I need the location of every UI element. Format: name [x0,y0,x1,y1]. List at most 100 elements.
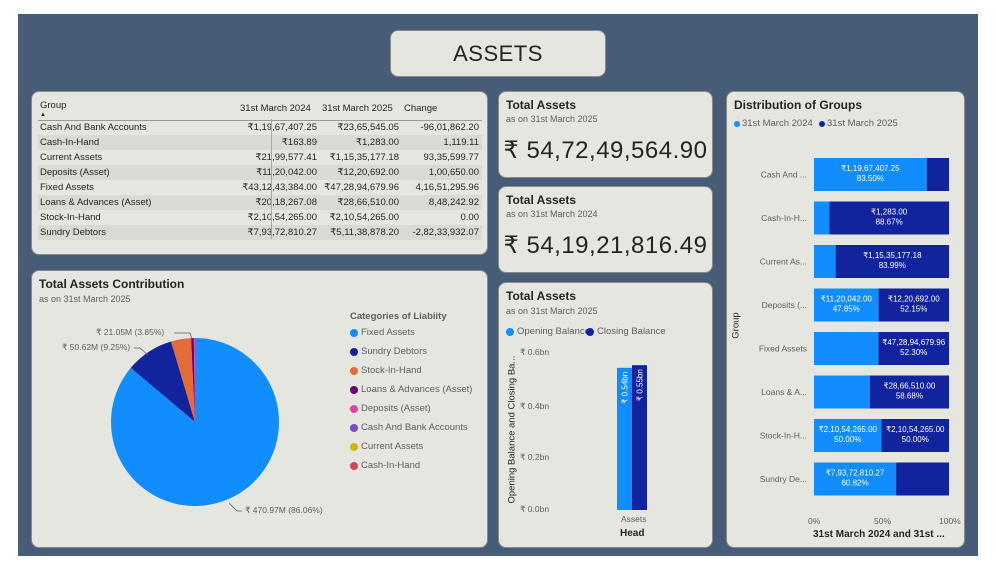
table-row[interactable]: Current Assets ₹21,99,577.41 ₹1,15,35,177.… [38,150,482,165]
table-cell: 1,119.11 [402,135,482,150]
page-title: ASSETS [390,30,606,77]
kpi-card-2025[interactable]: Total Assets as on 31st March 2025 ₹ 54,… [498,91,713,178]
groups-table-card[interactable]: Group ▲ 31st March 2024 31st March 2025 C… [31,91,488,255]
distribution-chart-card[interactable]: Distribution of Groups 31st March 2024 3… [726,91,965,548]
leader-line [134,347,149,356]
legend-label: Fixed Assets [361,327,415,338]
bar-segment[interactable] [814,332,879,365]
legend-item[interactable]: Loans & Advances (Asset) [350,384,472,395]
legend-dot-icon [734,120,740,127]
x-tick-label: Assets [621,514,647,524]
sort-ascending-icon[interactable]: ▲ [40,111,46,118]
table-cell: 0.00 [460,212,480,223]
bar-segment[interactable] [814,462,897,496]
table-row[interactable]: Stock-In-Hand ₹2,10,54,265.00 ₹2,10,54,265… [38,210,482,225]
legend-item[interactable]: Sundry Debtors [350,346,427,357]
legend-dot-icon [350,404,358,413]
bar-segment[interactable] [814,419,882,452]
bar-data-label: 47.85% [833,305,860,314]
column-header-2025[interactable]: 31st March 2025 [320,98,402,121]
table-row[interactable]: Deposits (Asset) ₹11,20,042.00 ₹12,20,692.… [38,165,482,180]
column-chart-title: Total Assets [506,289,577,303]
legend-item[interactable]: Stock-In-Hand [350,365,422,376]
table-cell: Stock-In-Hand [40,212,101,223]
column-chart[interactable]: ₹ 0.54bn ₹ 0.55bn [499,283,713,548]
legend-item[interactable]: Fixed Assets [350,327,415,338]
bar-segment[interactable] [878,332,949,365]
groups-table[interactable]: Group ▲ 31st March 2024 31st March 2025 C… [38,98,482,240]
column-bar[interactable] [617,367,632,510]
table-cell: -2,82,33,932.07 [402,225,482,240]
pie-slice[interactable] [193,338,195,422]
legend-item[interactable]: Cash And Bank Accounts [350,422,468,433]
kpi-value: ₹ 54,72,49,564.90 [503,137,708,164]
bar-segment[interactable] [814,201,830,235]
legend-dot-icon [819,120,825,127]
x-tick-label: 0% [808,516,821,526]
legend-label: Cash And Bank Accounts [361,422,468,433]
category-label: Fixed Assets [759,344,807,354]
pie-slice[interactable] [191,338,195,422]
bar-data-label: ₹1,19,67,407.25 [841,164,900,173]
table-row[interactable]: Fixed Assets ₹43,12,43,384.00 ₹47,28,94,67… [38,180,482,195]
table-cell: ₹20,18,267.08 [238,195,320,210]
table-cell: ₹2,10,54,265.00 [329,212,399,223]
bar-segment[interactable] [814,158,927,191]
legend-label: 31st March 2024 [742,118,813,129]
bar-segment[interactable] [814,288,879,322]
table-row[interactable]: Loans & Advances (Asset) ₹20,18,267.08 ₹28… [38,195,482,210]
kpi-subtitle: as on 31st March 2025 [506,114,598,124]
category-label: Stock-In-H... [760,431,807,441]
column-data-label: ₹ 0.54bn [621,372,630,404]
legend-item-2024[interactable]: 31st March 2024 [734,118,813,129]
bar-segment[interactable] [926,158,949,191]
legend-item[interactable]: Current Assets [350,441,423,452]
table-cell: ₹7,93,72,810.27 [238,225,320,240]
table-row[interactable]: Cash-In-Hand ₹163.89 ₹1,283.00 1,119.11 [38,135,482,150]
column-chart-card[interactable]: Total Assets as on 31st March 2025 Openi… [498,282,713,548]
pie-legend-title: Categories of Liabiity [350,311,447,322]
kpi-value: ₹ 54,19,21,816.49 [503,232,708,259]
pie-slice[interactable] [130,341,195,422]
bar-segment[interactable] [814,245,836,278]
pie-chart[interactable] [32,271,488,548]
table-cell: Cash And Bank Accounts [40,122,147,134]
table-cell: Loans & Advances (Asset) [38,195,238,210]
table-cell: 8,48,242.92 [402,195,482,210]
legend-item-closing[interactable]: Closing Balance [586,326,666,337]
bar-segment[interactable] [878,288,949,322]
legend-label: Closing Balance [597,326,666,337]
column-header-change[interactable]: Change [402,98,482,121]
bar-segment[interactable] [896,462,949,496]
pie-data-label: ₹ 21.05M (3.85%) [96,327,165,337]
bar-segment[interactable] [814,375,870,409]
bar-segment[interactable] [869,375,949,409]
pie-data-label: ₹ 50.62M (9.25%) [62,342,131,352]
column-bar[interactable] [632,365,647,510]
legend-dot-icon [350,461,358,470]
category-label: Cash-In-H... [761,213,807,223]
bar-segment[interactable] [881,419,950,452]
legend-item-opening[interactable]: Opening Balance [506,326,590,337]
bar-data-label: ₹1,15,35,177.18 [863,251,922,260]
pie-chart-card[interactable]: Total Assets Contribution as on 31st Mar… [31,270,488,548]
table-row[interactable]: Sundry Debtors ₹7,93,72,810.27 ₹5,11,38,87… [38,225,482,240]
legend-item-2025[interactable]: 31st March 2025 [819,118,898,129]
pie-slice[interactable] [171,338,195,422]
table-cell: 93,35,599.77 [423,152,479,163]
kpi-card-2024[interactable]: Total Assets as on 31st March 2024 ₹ 54,… [498,186,713,273]
bar-data-label: 50.00% [902,435,929,444]
bar-data-label: 52.30% [900,348,927,357]
legend-item[interactable]: Cash-In-Hand [350,460,420,471]
table-cell: ₹21,99,577.41 [255,152,317,163]
column-header-2024[interactable]: 31st March 2024 [238,98,320,121]
column-header-group[interactable]: Group ▲ [38,98,238,121]
table-row[interactable]: Cash And Bank Accounts ₹1,19,67,407.25 ₹23… [38,120,482,135]
table-cell: ₹43,12,43,384.00 [242,182,317,193]
legend-item[interactable]: Deposits (Asset) [350,403,431,414]
bar-segment[interactable] [835,245,949,278]
bar-segment[interactable] [829,201,949,235]
table-cell: Cash-In-Hand [38,135,238,150]
table-cell: ₹5,11,38,878.20 [320,225,402,240]
